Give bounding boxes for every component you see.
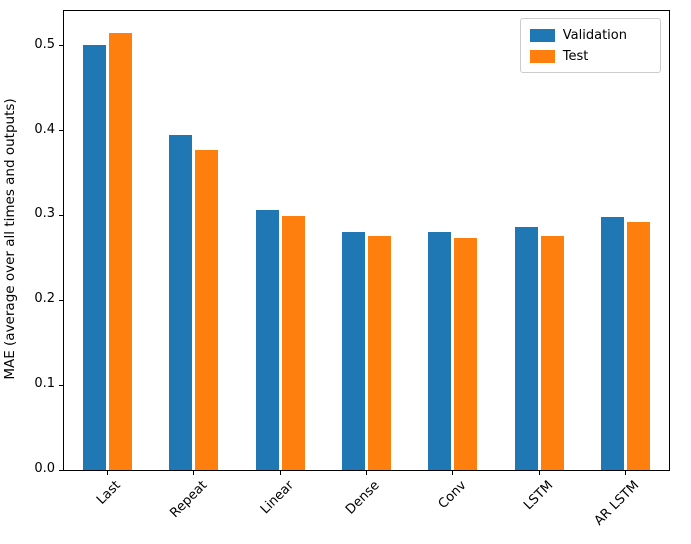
x-tick-label-text: Conv	[435, 478, 470, 512]
bar-validation	[514, 227, 538, 470]
y-tick-label: 0.5	[34, 36, 55, 52]
bar-test	[627, 222, 651, 470]
x-tick-mark	[625, 471, 627, 475]
bar-validation	[82, 44, 106, 470]
y-tick-mark	[59, 384, 63, 386]
bar-validation	[255, 210, 279, 470]
x-tick-mark	[193, 471, 195, 475]
legend-entry: Validation	[529, 25, 651, 46]
y-tick-labels: 0.0 0.1 0.2 0.3 0.4 0.5	[0, 0, 55, 544]
bar-validation	[342, 232, 365, 470]
x-tick-mark	[106, 471, 108, 475]
x-tick-label-text: Repeat	[167, 478, 211, 521]
y-tick-mark	[59, 45, 63, 47]
y-tick-mark	[59, 130, 63, 132]
plot-area: Validation Test	[59, 10, 670, 475]
legend-entry-label: Validation	[562, 28, 627, 43]
legend-entry-label: Test	[562, 49, 589, 64]
bar-validation	[601, 217, 625, 470]
y-tick-mark	[59, 299, 63, 301]
y-tick-label: 0.0	[34, 461, 55, 476]
test-legend-swatch	[529, 50, 555, 63]
legend-entry: Test	[529, 46, 651, 67]
legend: Validation Test	[519, 18, 661, 73]
x-tick-label-text: Dense	[343, 478, 384, 518]
y-tick-mark	[59, 469, 63, 471]
x-tick-label-text: Linear	[257, 478, 297, 518]
bar-validation	[428, 232, 452, 470]
validation-legend-swatch	[529, 29, 555, 42]
y-tick-mark	[59, 214, 63, 216]
y-tick-label: 0.2	[34, 291, 55, 307]
y-tick-label: 0.4	[34, 121, 55, 137]
x-tick-mark	[279, 471, 281, 475]
bar-test	[195, 150, 219, 470]
x-tick-mark	[538, 471, 540, 475]
bar-test	[540, 235, 564, 470]
x-tick-label-text: AR LSTM	[591, 478, 643, 529]
x-tick-label-text: Last	[94, 478, 124, 508]
bar-test	[281, 216, 305, 470]
bar-test	[454, 237, 478, 470]
bar-test	[368, 235, 391, 470]
y-tick-label: 0.3	[34, 206, 55, 222]
bar-test	[108, 33, 132, 470]
x-tick-mark	[452, 471, 454, 475]
x-tick-mark	[366, 471, 367, 475]
bar-validation	[169, 134, 193, 470]
y-tick-label: 0.1	[34, 376, 55, 392]
x-tick-label-text: LSTM	[520, 478, 556, 514]
